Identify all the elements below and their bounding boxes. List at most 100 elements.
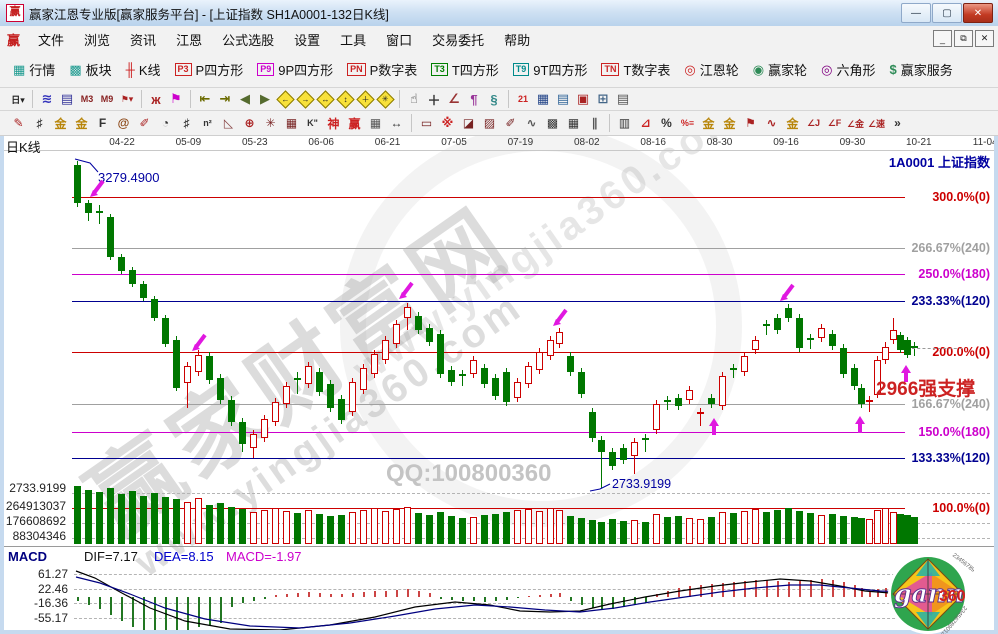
label-tool-icon[interactable]: ¶	[470, 91, 478, 107]
calculator-icon[interactable]: ▦	[536, 91, 550, 106]
trend-pen-icon[interactable]: ✐	[505, 116, 516, 130]
winner-wheel-button[interactable]: ◉ 赢家轮	[746, 56, 814, 83]
hand-tool-icon[interactable]: ☝	[410, 91, 418, 106]
next-bar-icon[interactable]: ▶	[260, 91, 270, 106]
brush-icon[interactable]: ✎	[13, 116, 24, 130]
gold-level2-icon[interactable]: 金	[75, 116, 88, 131]
period-selector[interactable]: 日▾	[11, 94, 25, 105]
fibo-grid-icon[interactable]: F	[98, 116, 107, 130]
angle-gold-icon[interactable]: ∠金	[846, 118, 865, 129]
minichart-9-icon[interactable]: M9	[100, 94, 114, 104]
t-number-table-button[interactable]: TN T数字表	[594, 56, 677, 83]
box-select-icon[interactable]: ▭	[420, 116, 433, 130]
print-icon[interactable]: ▤	[616, 91, 630, 106]
p9-square-button[interactable]: P9 9P四方形	[250, 56, 340, 83]
menu-window[interactable]: 窗口	[386, 32, 413, 48]
p-square-button[interactable]: P3 P四方形	[168, 56, 251, 83]
grid-ticks-icon[interactable]: ♯	[36, 116, 43, 130]
brush2-icon[interactable]: ✐	[139, 116, 150, 130]
p-number-table-button[interactable]: PN P数字表	[340, 56, 424, 83]
kline-button[interactable]: ╫ K线	[119, 56, 168, 83]
gold-box-icon[interactable]: 金	[786, 116, 799, 131]
angle-j-icon[interactable]: ∠J	[806, 117, 821, 128]
calendar-icon[interactable]: 21	[517, 94, 528, 104]
ticks2-icon[interactable]: ♯	[183, 116, 190, 130]
menu-gann[interactable]: 江恩	[176, 32, 203, 48]
more-tools-icon[interactable]: »	[894, 116, 901, 130]
grid123-icon[interactable]: ▦	[369, 116, 382, 130]
prev-bar-icon[interactable]: ◀	[240, 91, 250, 106]
percent-lines-icon[interactable]: %≡	[680, 118, 695, 128]
pattern-tool-icon[interactable]: §	[490, 91, 498, 107]
gold-circle-icon[interactable]: 金	[702, 116, 715, 131]
export-icon[interactable]: ⊞	[597, 91, 609, 106]
wave-tool-icon[interactable]: ≋	[41, 91, 53, 106]
t-square-button[interactable]: T3 T四方形	[424, 56, 505, 83]
maximize-button[interactable]: ▢	[932, 3, 962, 23]
percent-tri-icon[interactable]: ⊿	[640, 116, 651, 130]
winner-service-button[interactable]: $ 赢家服务	[883, 56, 960, 83]
pan-right-icon[interactable]: →	[295, 89, 315, 109]
color-flag-icon[interactable]: ⚑	[170, 91, 182, 106]
crosshair-icon[interactable]: ＋	[427, 92, 441, 108]
minimize-button[interactable]: —	[901, 3, 931, 23]
shen-grid-icon[interactable]: 神	[327, 116, 340, 131]
zoom-h-icon[interactable]: ↔	[315, 89, 335, 109]
gann-wheel-button[interactable]: ◎ 江恩轮	[677, 56, 745, 83]
hexagon-button[interactable]: ◎ 六角形	[814, 56, 882, 83]
menu-help[interactable]: 帮助	[504, 32, 531, 48]
pan-left-icon[interactable]: ←	[275, 89, 295, 109]
first-bar-icon[interactable]: ⇤	[199, 91, 211, 106]
gold-lines-icon[interactable]: 金	[723, 116, 736, 131]
slant-lines-icon[interactable]: ∥	[591, 116, 598, 130]
zoom-v-icon[interactable]: ↕	[335, 89, 355, 109]
dark-grid-icon[interactable]: ▩	[546, 116, 559, 130]
notes-icon[interactable]: ▤	[556, 91, 570, 106]
width-arrows-icon[interactable]: ↔	[390, 116, 403, 130]
menu-browse[interactable]: 浏览	[84, 32, 111, 48]
ying-grid-icon[interactable]: 赢	[348, 116, 361, 131]
gann-man-icon[interactable]: ж	[151, 91, 161, 107]
angle-line-icon[interactable]: ◺	[223, 116, 234, 130]
flag-selector[interactable]: ⚑▾	[120, 93, 134, 104]
close-button[interactable]: ✕	[963, 3, 993, 23]
n2-icon[interactable]: n²	[203, 118, 212, 128]
report-icon[interactable]: ▤	[60, 91, 74, 106]
menu-trade[interactable]: 交易委托	[432, 32, 485, 48]
angle-speed-icon[interactable]: ∠速	[867, 118, 886, 129]
fan-lines-icon[interactable]: ※	[441, 116, 454, 130]
last-bar-icon[interactable]: ⇥	[219, 91, 231, 106]
angle-f-icon[interactable]: ∠F	[827, 117, 842, 128]
star-burst-icon[interactable]: ✳	[265, 116, 276, 130]
menu-formula-pick[interactable]: 公式选股	[222, 32, 275, 48]
market-button[interactable]: ▦ 行情	[6, 56, 62, 83]
sectors-button[interactable]: ▩ 板块	[62, 56, 118, 83]
wave-count-icon[interactable]: ∿	[766, 116, 777, 130]
zoom-in-icon[interactable]: ＋	[355, 89, 375, 109]
menu-settings[interactable]: 设置	[294, 32, 321, 48]
minichart-3-icon[interactable]: M3	[80, 94, 94, 104]
gold-level-icon[interactable]: 金	[54, 116, 67, 131]
menu-file[interactable]: 文件	[38, 32, 65, 48]
dark-grid2-icon[interactable]: ▦	[567, 116, 580, 130]
ratio-bars-icon[interactable]: ▥	[618, 116, 631, 130]
target-icon[interactable]: ⊕	[244, 116, 255, 130]
menu-news[interactable]: 资讯	[130, 32, 157, 48]
mdi-restore-button[interactable]: ⧉	[954, 30, 973, 47]
shade-box-icon[interactable]: ▨	[483, 116, 496, 130]
mdi-close-button[interactable]: ✕	[975, 30, 994, 47]
zigzag-icon[interactable]: ∿	[526, 116, 537, 130]
spiral-icon[interactable]: @	[117, 116, 130, 130]
mdi-minimize-button[interactable]: _	[933, 30, 952, 47]
flag-note-icon[interactable]: ⚑	[745, 116, 756, 130]
save-icon[interactable]: ▣	[576, 91, 590, 106]
grid-box-icon[interactable]: ▦	[285, 116, 298, 130]
zoom-all-icon[interactable]: ✳	[375, 89, 395, 109]
t9-square-button[interactable]: T9 9T四方形	[506, 56, 595, 83]
k-quote-icon[interactable]: K"	[307, 118, 318, 128]
angle-measure-icon[interactable]: ∠	[448, 91, 460, 106]
fan-box-icon[interactable]: ◪	[462, 116, 475, 130]
menu-tools[interactable]: 工具	[340, 32, 367, 48]
time-circle-icon[interactable]: ◔	[161, 116, 170, 130]
percent-icon[interactable]: %	[661, 116, 672, 130]
